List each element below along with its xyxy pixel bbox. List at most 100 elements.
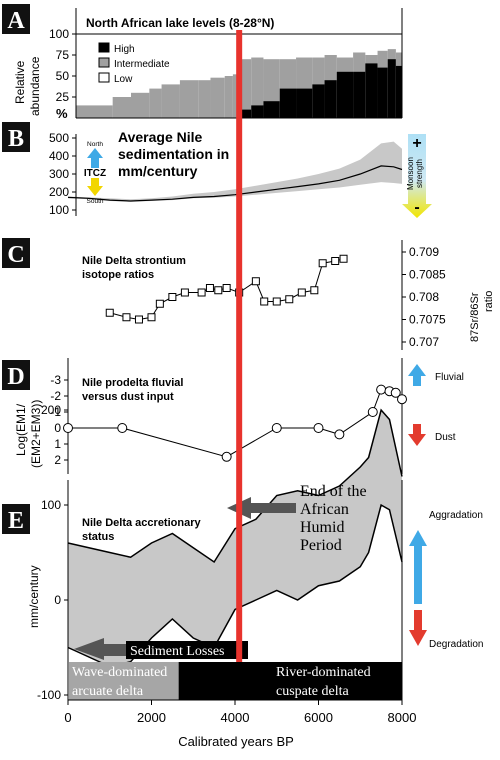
panel-b-y-ticks: 500 400 300 200 100	[49, 131, 76, 217]
panel-d-y-ticks: -3 -2 -1 0 1 2	[50, 373, 68, 467]
legend-label-low: Low	[114, 74, 133, 85]
intermediate-bar	[224, 76, 233, 118]
panel-a-y-ticks: 100 75 50 25	[49, 27, 76, 104]
high-bar	[296, 88, 313, 118]
panel-d-letter-box	[2, 360, 30, 390]
wave-label-2: arcuate delta	[72, 684, 144, 699]
panel-d-title-2: versus dust input	[82, 391, 174, 403]
strontium-point	[168, 293, 177, 301]
panel-e-tick-label: 100	[41, 498, 61, 512]
legend-swatch-intermediate	[98, 57, 110, 68]
panel-d-tick-label: 2	[54, 453, 61, 467]
strontium-point	[134, 315, 143, 324]
panel-e-letter-box	[2, 504, 30, 534]
panel-e-tick-label: 0	[54, 593, 61, 607]
degradation-label: Degradation	[429, 639, 483, 650]
monsoon-arrow-icon	[402, 134, 432, 218]
panel-b-title-1: Average Nile	[118, 129, 203, 145]
intermediate-bar	[198, 80, 211, 118]
panel-e-tick-label: -100	[37, 688, 61, 702]
panel-d-tick-label: 0	[54, 421, 61, 435]
panel-b-tick-label: 100	[49, 203, 69, 217]
strontium-point	[197, 288, 206, 297]
fluvial-indicator: Fluvial Dust	[408, 364, 464, 446]
panel-e-title-1: Nile Delta accretionary	[82, 517, 201, 529]
annotation-line-3: Humid	[300, 519, 344, 536]
high-bar	[263, 101, 280, 118]
panel-c-plot	[105, 254, 348, 324]
high-bar	[336, 71, 354, 118]
sediment-losses-label: Sediment Losses	[130, 644, 225, 659]
north-arrow-icon	[87, 148, 103, 168]
panel-d-plot	[63, 384, 407, 462]
monsoon-label-2: strength	[415, 159, 424, 188]
panel-c-title-2: isotope ratios	[82, 269, 154, 281]
x-tick-label: 0	[64, 710, 71, 725]
panel-e-title-2: status	[82, 531, 114, 543]
strontium-point	[205, 284, 214, 292]
panel-d-letter: D	[7, 364, 24, 390]
x-axis: 0 2000 4000 6000 8000 Calibrated years BP	[64, 699, 416, 749]
strontium-point	[339, 254, 348, 263]
fluvial-dust-point	[313, 423, 324, 433]
strontium-point	[222, 284, 231, 292]
intermediate-bar	[149, 88, 162, 118]
panel-a-ylabel-2: abundance	[28, 56, 42, 116]
accretion-band	[68, 410, 402, 667]
high-bar	[312, 84, 325, 118]
river-label-2: cuspate delta	[276, 684, 349, 699]
itcz-north-label: North	[87, 141, 103, 148]
panel-a-ylabel-1: Relative	[13, 60, 27, 104]
intermediate-bar	[179, 80, 199, 118]
panel-e-ylabel: mm/century	[27, 565, 41, 628]
fluvial-dust-point	[63, 423, 73, 433]
strontium-point	[147, 313, 156, 322]
strontium-point	[318, 259, 327, 268]
high-bar	[324, 80, 337, 118]
legend-swatch-high	[98, 42, 110, 53]
event-line	[236, 30, 243, 662]
strontium-point	[272, 297, 281, 306]
humid-period-arrow-icon	[227, 497, 296, 519]
panel-b-tick-label: 200	[49, 185, 69, 199]
river-dominated-bar	[178, 662, 402, 700]
intermediate-bar	[251, 57, 264, 118]
river-label-1: River-dominated	[276, 665, 371, 680]
panel-a-letter: A	[7, 8, 25, 34]
intermediate-bar	[131, 92, 150, 118]
panel-a-tick-label: 100	[49, 27, 69, 41]
fluvial-dust-point	[117, 423, 128, 433]
fluvial-arrow-icon	[408, 364, 426, 386]
wave-label-1: Wave-dominated	[72, 665, 167, 680]
sedimentation-line	[67, 165, 403, 202]
panel-b-title-2: sedimentation in	[118, 146, 229, 162]
panel-b-tick-label: 300	[49, 167, 69, 181]
panel-d: D -3 -2 -1 0 1 2 Nile prodelta fluvial versus…	[2, 358, 464, 474]
strontium-point	[331, 257, 340, 265]
panel-e: E 200 100 0 -100 Nile Delta accretionary st…	[2, 403, 483, 702]
x-tick-label: 8000	[388, 710, 417, 725]
annotation-line-2: African	[300, 501, 349, 518]
legend-label-intermediate: Intermediate	[114, 59, 170, 70]
x-axis-ticks: 0 2000 4000 6000 8000	[64, 700, 416, 725]
panel-c: C 0.709 0.7085 0.708 0.7075 0.707 Nile Delta…	[2, 238, 495, 350]
panel-c-ylabel-2: ratio	[483, 291, 495, 312]
high-bar	[353, 71, 366, 118]
panel-e-letter: E	[8, 508, 24, 534]
delta-type-bar	[69, 662, 402, 700]
panel-e-plot	[67, 408, 403, 668]
panel-c-y-ticks: 0.709 0.7085 0.708 0.7075 0.707	[402, 245, 446, 349]
intermediate-bar	[210, 77, 225, 118]
panel-a-legend: High Intermediate Low	[98, 42, 170, 85]
fluvial-dust-point	[367, 407, 378, 417]
panel-a-title: North African lake levels (8-28°N)	[86, 16, 274, 30]
fluvial-dust-point	[390, 387, 401, 398]
strontium-point	[155, 299, 164, 308]
panel-c-tick-label: 0.708	[409, 290, 439, 304]
strontium-point	[105, 308, 114, 317]
itcz-indicator: North ITCZ South	[84, 141, 106, 205]
panel-b-letter: B	[8, 126, 24, 152]
panel-b: B 500 400 300 200 100 Average Nile sedimenta…	[2, 122, 432, 218]
intermediate-bar	[112, 97, 132, 118]
